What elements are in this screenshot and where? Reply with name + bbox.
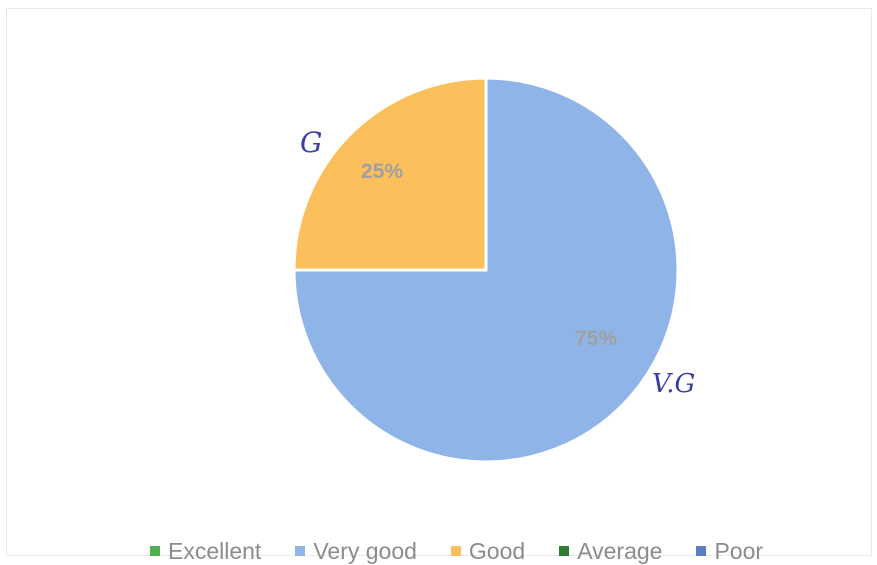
legend-label-very-good: Very good xyxy=(313,537,417,564)
data-label-very-good: 75% xyxy=(575,327,617,350)
legend-swatch-good xyxy=(450,546,461,556)
legend-swatch-very-good xyxy=(295,546,306,556)
handwritten-note-good: G xyxy=(300,126,322,159)
legend-label-average: Average xyxy=(577,537,663,564)
chart-frame xyxy=(6,8,872,556)
legend-item-good: Good xyxy=(450,537,526,565)
legend-label-poor: Poor xyxy=(714,537,764,564)
pie-slice-very-good xyxy=(292,76,680,464)
data-label-good: 25% xyxy=(361,160,403,183)
legend-item-very-good: Very good xyxy=(295,538,417,565)
legend-swatch-average xyxy=(559,546,570,556)
legend-label-excellent: Excellent xyxy=(168,537,262,564)
legend-item-average: Average xyxy=(559,538,662,565)
legend-label-good: Good xyxy=(468,537,526,564)
legend: Excellent Very good Good Average Poor xyxy=(150,538,763,564)
handwritten-note-very-good: V.G xyxy=(652,369,695,399)
legend-item-excellent: Excellent xyxy=(150,538,261,565)
pie-slice-good xyxy=(292,76,488,272)
legend-swatch-poor xyxy=(696,546,707,556)
legend-swatch-excellent xyxy=(150,546,160,556)
legend-item-poor: Poor xyxy=(696,538,763,565)
